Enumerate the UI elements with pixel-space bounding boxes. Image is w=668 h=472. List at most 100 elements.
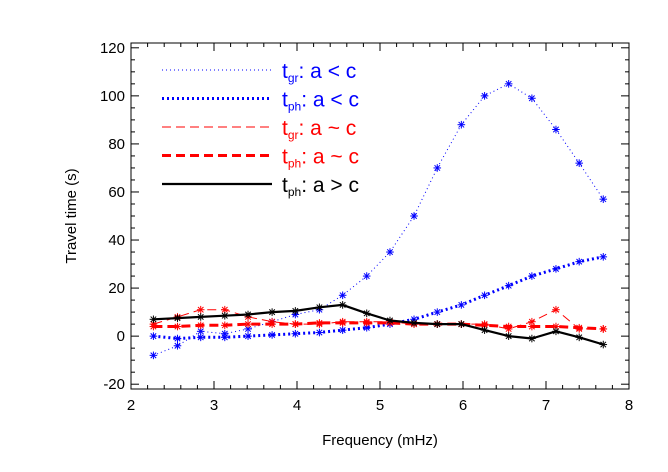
data-point [149,315,158,324]
data-point [504,332,513,340]
data-point [504,322,513,331]
data-point [173,341,182,350]
data-point [575,333,583,342]
data-point [315,303,324,312]
data-point [244,310,252,319]
data-point [433,308,442,316]
data-point [433,164,442,172]
tick-labels: 2 3 4 5 6 7 8 -20 0 20 40 60 80 100 120 [100,40,633,414]
data-point [480,291,489,300]
y-tick-label: 20 [108,280,125,297]
data-point [528,94,536,103]
x-tick-label: 4 [293,397,301,414]
legend: tgr: a < c tph: a < c tgr: a ~ c tph: a ~ c… [162,60,359,199]
data-point [457,120,466,129]
y-tick-label: 60 [108,184,125,201]
y-tick-label: 80 [108,136,125,153]
data-point [220,321,229,330]
data-point [268,308,276,316]
legend-entry: tph: a > c [162,174,359,199]
series-3 [149,305,608,333]
data-point [291,329,300,338]
data-point [575,323,583,332]
data-point [552,265,560,273]
data-point [386,248,394,256]
x-axis-title: Frequency (mHz) [322,432,438,449]
data-point [410,212,418,220]
series-layer [149,80,608,360]
data-point [433,320,442,328]
data-point [338,291,347,300]
data-point [386,316,394,325]
data-point [196,333,205,342]
data-point [291,307,300,315]
x-tick-label: 5 [376,397,384,414]
data-point [149,351,158,360]
plot-frame [130,42,630,390]
x-tick-label: 7 [542,397,550,414]
data-point [315,319,324,327]
data-point [173,314,182,322]
x-tick-label: 3 [210,397,218,414]
data-point [196,305,205,314]
data-point [220,311,229,320]
series-line [153,83,604,356]
data-point [552,327,560,336]
series-5 [149,301,608,349]
legend-entry: tph: a < c [162,89,359,114]
data-point [338,326,347,334]
series-line [153,303,604,346]
data-point [552,125,560,134]
data-point [504,281,513,290]
data-point [528,272,536,280]
series-2 [149,253,608,343]
data-point [362,272,371,280]
legend-entry: tgr: a ~ c [162,117,356,142]
y-tick-label: 100 [100,88,125,105]
series-line [153,255,604,340]
data-point [362,319,371,327]
y-tick-label: 40 [108,232,125,249]
data-point [575,159,583,167]
legend-label: tgr: a < c [282,60,356,85]
data-point [410,319,418,327]
data-point [173,334,182,343]
data-point [149,322,158,331]
data-point [599,325,608,333]
data-point [552,305,560,314]
legend-label: tgr: a ~ c [282,117,356,142]
y-axis-title: Travel time (s) [63,168,80,263]
y-tick-label: 0 [117,328,125,345]
y-tick-label: -20 [103,376,125,393]
data-point [196,321,205,330]
data-point [599,253,608,261]
data-point [244,332,252,340]
data-point [528,322,536,331]
series-line [153,321,604,331]
data-point [149,332,158,340]
data-point [173,322,182,331]
data-point [220,333,229,342]
data-point [575,257,583,266]
data-point [480,92,489,100]
data-point [315,328,324,337]
data-point [196,313,205,321]
data-point [480,326,489,334]
x-tick-label: 6 [459,397,467,414]
data-point [338,301,347,309]
legend-label: tph: a ~ c [282,146,359,171]
data-point [268,320,276,328]
x-tick-label: 8 [625,397,633,414]
legend-entry: tgr: a < c [162,60,356,85]
data-point [457,301,466,309]
data-point [338,319,347,327]
y-tick-label: 120 [100,40,125,57]
data-point [362,309,371,318]
data-point [291,320,300,328]
legend-label: tph: a < c [282,89,359,114]
data-point [268,331,276,339]
data-point [504,80,513,88]
data-point [599,340,608,349]
legend-entry: tph: a ~ c [162,146,359,171]
